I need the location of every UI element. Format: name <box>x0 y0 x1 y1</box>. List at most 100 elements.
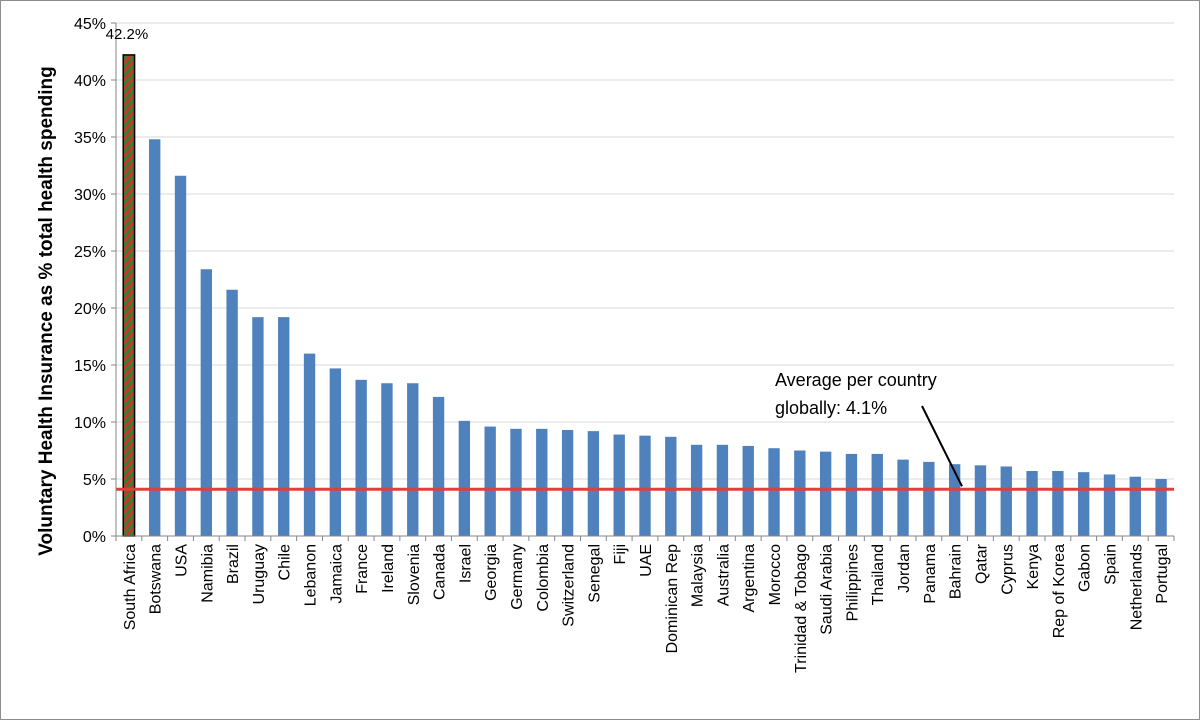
bar-chile <box>278 317 290 536</box>
x-tick-label: Fiji <box>612 544 629 564</box>
bar-dominican-rep <box>665 436 677 536</box>
x-tick-label: Lebanon <box>303 544 320 606</box>
x-tick-label: Namibia <box>199 544 216 603</box>
x-tick-label: Portugal <box>1154 544 1171 604</box>
y-tick-label: 45% <box>74 16 106 33</box>
bar-cyprus <box>1000 466 1012 536</box>
x-tick-label: Trinidad & Tobago <box>793 544 810 673</box>
x-tick-label: Saudi Arabia <box>819 544 836 635</box>
x-tick-label: Morocco <box>767 544 784 605</box>
x-tick-label: Israel <box>457 544 474 583</box>
x-axis-labels: South Africa Botswana USA Namibia Brazil Urug… <box>115 536 1175 673</box>
x-tick-label: Cyprus <box>999 544 1016 595</box>
bar-south-africa <box>122 54 136 537</box>
bar-usa <box>174 175 187 536</box>
y-tick-label: 15% <box>74 358 106 375</box>
bar-ireland <box>381 383 393 536</box>
x-tick-label: Uruguay <box>251 544 268 604</box>
y-tick-label: 0% <box>83 529 106 546</box>
bar-botswana <box>149 139 161 536</box>
bar-rep-of-korea <box>1052 471 1064 536</box>
bar-bahrain <box>948 464 961 536</box>
y-tick-label: 35% <box>74 130 106 147</box>
bar-gabon <box>1078 472 1090 536</box>
bar-israel <box>458 420 471 536</box>
bar-qatar <box>974 465 987 536</box>
bar-brazil <box>226 289 238 536</box>
x-tick-label: Qatar <box>973 543 990 584</box>
bar-argentina <box>742 445 754 536</box>
bar-spain <box>1103 474 1116 536</box>
bar-slovenia <box>407 383 419 536</box>
y-tick-label: 30% <box>74 187 106 204</box>
bar-jordan <box>897 459 909 536</box>
bar-jamaica <box>329 368 342 536</box>
x-tick-label: Philippines <box>844 544 861 621</box>
x-tick-label: Thailand <box>870 544 887 605</box>
x-tick-label: Rep of Korea <box>1051 544 1068 638</box>
x-tick-label: UAE <box>638 544 655 577</box>
bar-uae <box>639 435 651 536</box>
bar-fiji <box>613 434 625 536</box>
x-tick-label: Chile <box>277 544 294 581</box>
x-tick-label: Brazil <box>225 544 242 584</box>
reference-line-group <box>116 405 1174 491</box>
bar-kenya <box>1026 471 1038 536</box>
x-tick-label: Spain <box>1102 544 1119 585</box>
bar-netherlands <box>1129 476 1141 536</box>
bar-panama <box>923 461 935 536</box>
x-tick-label: Malaysia <box>690 544 707 607</box>
bar-trinidad-tobago <box>794 450 806 536</box>
bars <box>122 54 1167 537</box>
x-tick-label: Jamaica <box>328 544 345 604</box>
x-tick-label: Panama <box>922 544 939 604</box>
x-tick-label: Kenya <box>1025 544 1042 589</box>
x-tick-label: USA <box>174 544 191 577</box>
bar-lebanon <box>303 353 316 536</box>
x-tick-label: Netherlands <box>1128 544 1145 630</box>
bar-senegal <box>587 431 600 536</box>
bar-morocco <box>768 448 780 536</box>
y-axis-ticks: 0% 5% 10% 15% 20% 25% 30% 35% 40% 45% <box>74 16 116 546</box>
gridlines <box>116 22 1174 480</box>
average-annotation-line2: globally: 4.1% <box>775 398 887 418</box>
x-tick-label: Colombia <box>535 544 552 612</box>
bar-france <box>355 379 367 536</box>
bar-uruguay <box>252 317 264 536</box>
bar-saudi-arabia <box>819 451 832 536</box>
x-tick-label: Gabon <box>1077 544 1094 592</box>
axes <box>115 23 1174 537</box>
x-tick-label: Argentina <box>741 544 758 613</box>
x-tick-label: Slovenia <box>406 544 423 605</box>
bar-thailand <box>871 453 883 536</box>
x-tick-label: Senegal <box>586 544 603 603</box>
south-africa-value-label: 42.2% <box>106 26 149 43</box>
y-tick-label: 10% <box>74 415 106 432</box>
x-tick-label: Canada <box>432 544 449 600</box>
bar-georgia <box>484 426 496 536</box>
x-tick-label: Georgia <box>483 544 500 601</box>
bar-germany <box>510 428 522 536</box>
x-tick-label: Switzerland <box>561 544 578 627</box>
bar-colombia <box>536 428 548 536</box>
x-tick-label: France <box>354 544 371 594</box>
x-tick-label: Jordan <box>896 544 913 593</box>
bar-namibia <box>200 269 212 536</box>
bar-portugal <box>1155 479 1167 536</box>
y-tick-label: 20% <box>74 301 106 318</box>
y-axis-label: Voluntary Health Insurance as % total he… <box>36 66 57 556</box>
x-tick-label: South Africa <box>122 544 139 630</box>
bar-switzerland <box>561 429 574 536</box>
bar-philippines <box>845 453 858 536</box>
bar-canada <box>432 396 445 536</box>
y-tick-label: 25% <box>74 244 106 261</box>
x-tick-label: Bahrain <box>948 544 965 599</box>
x-tick-label: Botswana <box>148 544 165 614</box>
x-tick-label: Germany <box>509 544 526 610</box>
y-tick-label: 5% <box>83 472 106 489</box>
y-tick-label: 40% <box>74 73 106 90</box>
annotation-pointer-line <box>921 405 963 487</box>
average-annotation-line1: Average per country <box>775 370 937 390</box>
